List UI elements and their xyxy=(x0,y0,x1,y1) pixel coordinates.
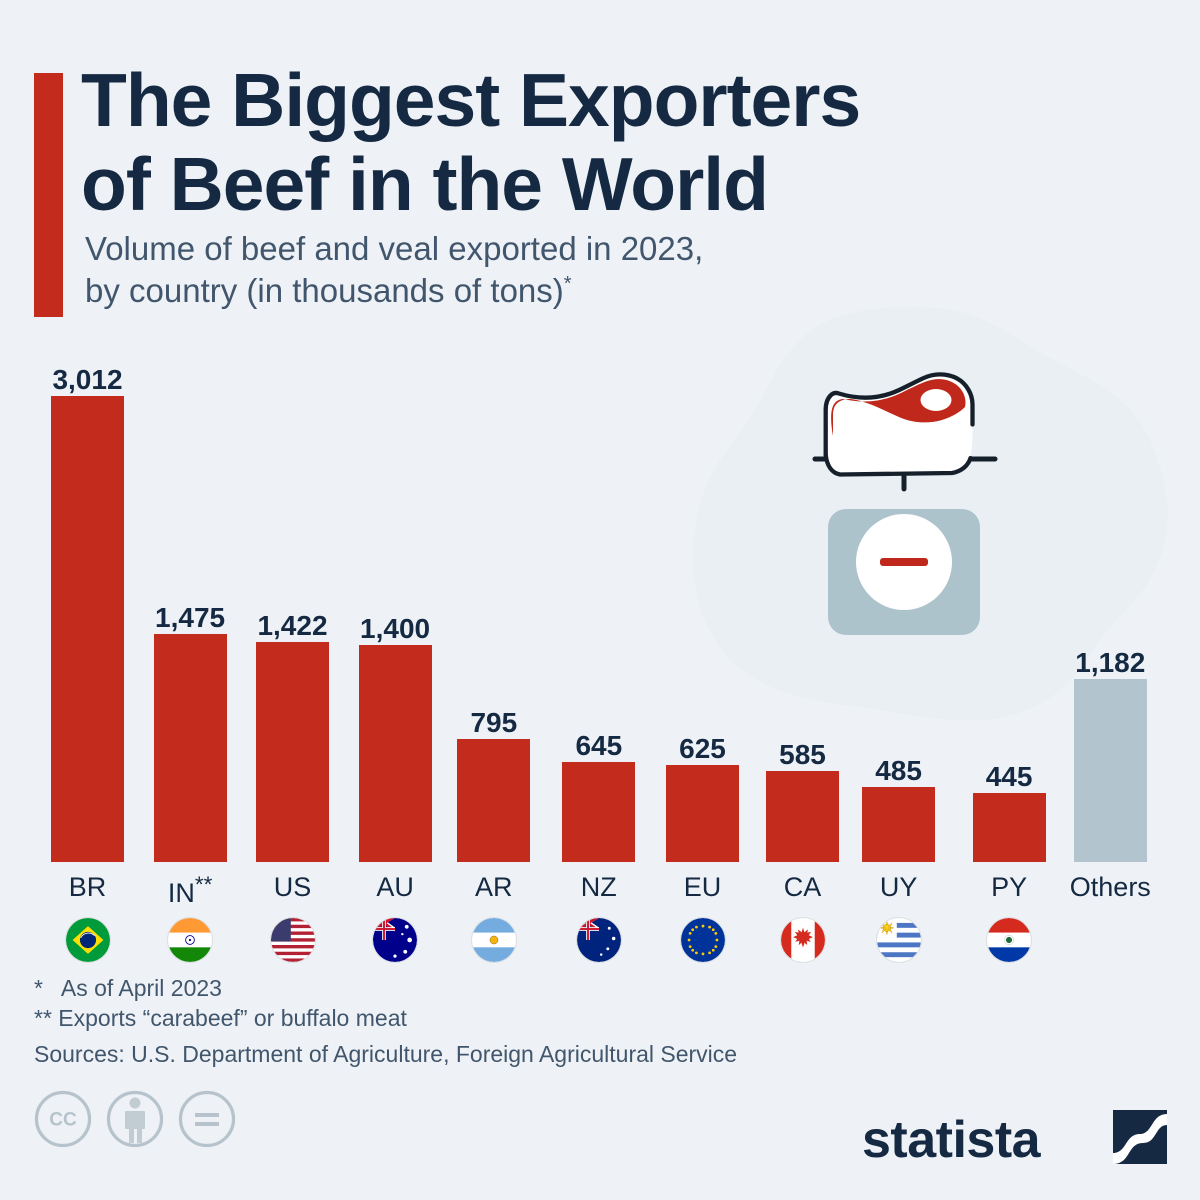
svg-text:CC: CC xyxy=(49,1110,77,1131)
